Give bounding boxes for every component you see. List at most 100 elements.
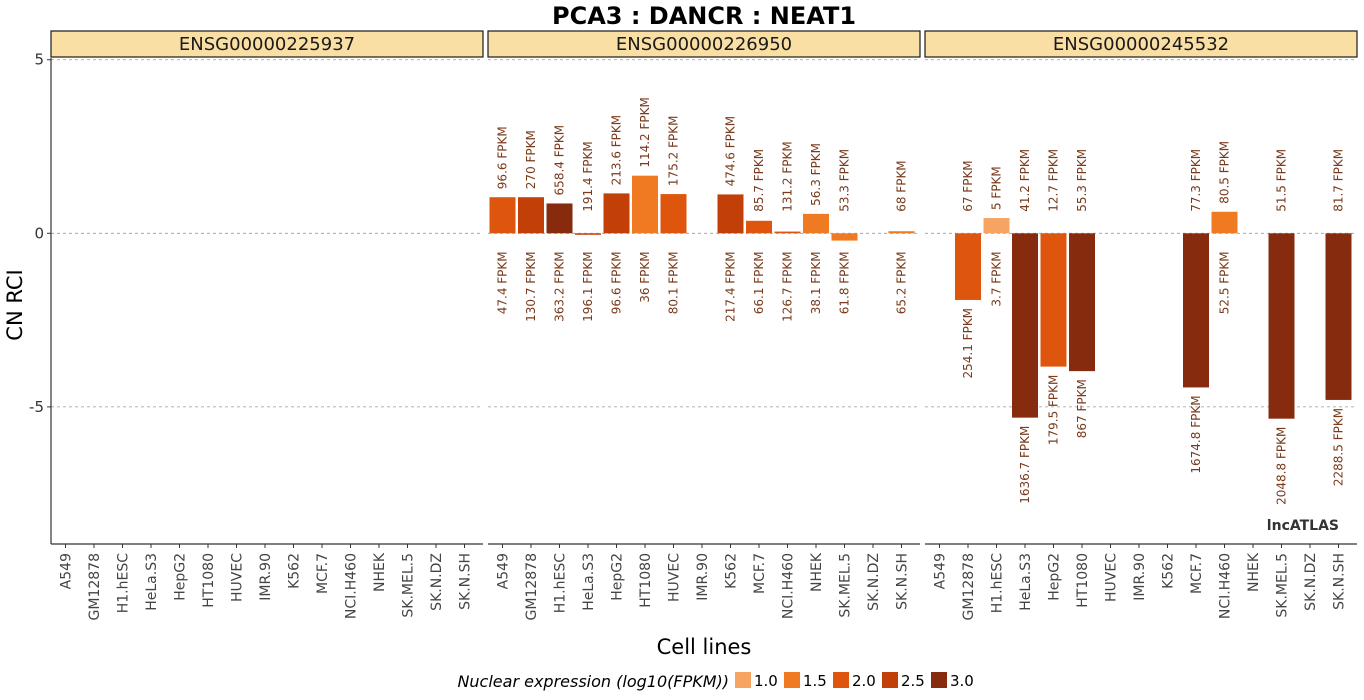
legend-swatch-2-5 bbox=[882, 672, 898, 688]
x-tick-label-ht1080: HT1080 bbox=[638, 553, 654, 608]
x-tick-label-gm12878: GM12878 bbox=[524, 553, 540, 620]
legend: Nuclear expression (log10(FPKM)) 1.0 1.5 2… bbox=[457, 672, 974, 691]
legend-title: Nuclear expression (log10(FPKM)) bbox=[457, 672, 729, 691]
x-tick-label-nci-h460: NCI.H460 bbox=[1218, 553, 1234, 619]
bar-label-bottom-nci-h460: 126.7 FPKM bbox=[781, 251, 795, 322]
bar-label-top-hela-s3: 41.2 FPKM bbox=[1018, 149, 1032, 212]
x-tick-label-sk-n-sh: SK.N.SH bbox=[1332, 553, 1348, 610]
x-tick-label-sk-mel-5: SK.MEL.5 bbox=[401, 553, 417, 618]
legend-label-1-5: 1.5 bbox=[803, 672, 827, 690]
x-tick-label-sk-n-dz: SK.N.DZ bbox=[429, 553, 445, 611]
x-tick-label-k562: K562 bbox=[724, 553, 740, 589]
bar-nci-h460 bbox=[1211, 211, 1238, 234]
x-tick-label-a549: A549 bbox=[496, 553, 512, 589]
bar-nhek bbox=[803, 213, 829, 234]
bar-label-bottom-hela-s3: 1636.7 FPKM bbox=[1018, 426, 1032, 504]
facet-panel-ensg00000226950: ENSG00000226950 96.6 FPKM 47.4 FPKM 270 FPK… bbox=[487, 30, 921, 620]
x-tick-label-nhek: NHEK bbox=[809, 552, 825, 592]
x-tick-label-hepg2: HepG2 bbox=[610, 553, 626, 601]
bar-label-bottom-nci-h460: 52.5 FPKM bbox=[1218, 251, 1232, 314]
bar-label-bottom-sk-n-sh: 65.2 FPKM bbox=[895, 251, 909, 314]
bar-label-bottom-sk-n-sh: 2288.5 FPKM bbox=[1332, 408, 1346, 486]
x-tick-label-sk-n-sh: SK.N.SH bbox=[458, 553, 474, 610]
facet-strip-label: ENSG00000225937 bbox=[179, 34, 355, 55]
bar-label-top-h1-hesc: 5 FPKM bbox=[990, 166, 1004, 210]
bar-label-top-hepg2: 213.6 FPKM bbox=[610, 115, 624, 186]
bar-mcf-7 bbox=[746, 220, 772, 234]
bar-h1-hesc bbox=[983, 218, 1010, 234]
bar-label-top-nhek: 56.3 FPKM bbox=[809, 143, 823, 206]
bar-label-bottom-mcf-7: 66.1 FPKM bbox=[752, 251, 766, 314]
x-tick-label-nci-h460: NCI.H460 bbox=[344, 553, 360, 619]
bar-nci-h460 bbox=[774, 231, 801, 234]
bar-mcf-7 bbox=[1183, 233, 1209, 388]
legend-swatch-1-0 bbox=[735, 672, 751, 688]
bar-label-top-gm12878: 67 FPKM bbox=[961, 160, 975, 211]
x-tick-label-sk-n-dz: SK.N.DZ bbox=[1303, 553, 1319, 611]
bar-label-bottom-ht1080: 36 FPKM bbox=[638, 251, 652, 302]
x-tick-label-gm12878: GM12878 bbox=[961, 553, 977, 620]
x-tick-label-sk-n-sh: SK.N.SH bbox=[895, 553, 911, 610]
bar-k562 bbox=[717, 194, 744, 234]
bar-label-bottom-hela-s3: 196.1 FPKM bbox=[581, 251, 595, 322]
x-axis-title: Cell lines bbox=[657, 635, 752, 659]
bar-label-top-hela-s3: 191.4 FPKM bbox=[581, 141, 595, 212]
x-tick-label-imr-90: IMR.90 bbox=[1132, 553, 1148, 601]
x-tick-label-a549: A549 bbox=[933, 553, 949, 589]
bar-label-top-ht1080: 55.3 FPKM bbox=[1075, 149, 1089, 212]
bar-label-top-huvec: 175.2 FPKM bbox=[667, 116, 681, 187]
bar-hela-s3 bbox=[575, 233, 601, 235]
bar-gm12878 bbox=[518, 197, 544, 234]
bar-label-top-mcf-7: 85.7 FPKM bbox=[752, 149, 766, 212]
bar-label-top-a549: 96.6 FPKM bbox=[496, 126, 510, 189]
x-tick-label-nci-h460: NCI.H460 bbox=[781, 553, 797, 619]
x-tick-label-huvec: HUVEC bbox=[1104, 553, 1120, 602]
facet-panel-ensg00000245532: ENSG00000245532 67 FPKM 254.1 FPKM 5 FPKM 3.… bbox=[924, 30, 1358, 620]
bar-label-top-sk-n-sh: 68 FPKM bbox=[895, 160, 909, 211]
y-axis: 5 0 -5 bbox=[29, 51, 52, 544]
bar-sk-mel-5 bbox=[1268, 233, 1295, 419]
bar-gm12878 bbox=[955, 233, 981, 300]
x-tick-label-hepg2: HepG2 bbox=[173, 553, 189, 601]
bar-label-bottom-mcf-7: 1674.8 FPKM bbox=[1189, 395, 1203, 473]
bar-hela-s3 bbox=[1012, 233, 1038, 418]
bar-ht1080 bbox=[1069, 233, 1095, 372]
x-tick-label-mcf-7: MCF.7 bbox=[315, 553, 331, 594]
bar-label-top-ht1080: 114.2 FPKM bbox=[638, 97, 652, 168]
x-tick-label-h1-hesc: H1.hESC bbox=[116, 553, 132, 613]
x-tick-label-sk-mel-5: SK.MEL.5 bbox=[838, 553, 854, 618]
x-tick-label-imr-90: IMR.90 bbox=[258, 553, 274, 601]
bar-label-bottom-sk-mel-5: 61.8 FPKM bbox=[838, 251, 852, 314]
x-tick-label-gm12878: GM12878 bbox=[87, 553, 103, 620]
bar-label-top-nci-h460: 131.2 FPKM bbox=[781, 141, 795, 212]
bar-hepg2 bbox=[1040, 233, 1067, 367]
bar-label-bottom-k562: 217.4 FPKM bbox=[724, 251, 738, 322]
bar-label-bottom-gm12878: 254.1 FPKM bbox=[961, 308, 975, 379]
bar-label-top-sk-mel-5: 51.5 FPKM bbox=[1275, 149, 1289, 212]
legend-swatch-2-0 bbox=[833, 672, 849, 688]
bar-label-top-k562: 474.6 FPKM bbox=[724, 116, 738, 187]
x-tick-label-k562: K562 bbox=[287, 553, 303, 589]
y-tick-label-0: 0 bbox=[34, 224, 44, 242]
bar-label-top-nci-h460: 80.5 FPKM bbox=[1218, 141, 1232, 204]
x-tick-label-mcf-7: MCF.7 bbox=[1189, 553, 1205, 594]
bar-sk-n-sh bbox=[888, 231, 915, 234]
legend-label-2-0: 2.0 bbox=[852, 672, 876, 690]
facet-strip-label: ENSG00000245532 bbox=[1053, 34, 1229, 55]
bar-label-bottom-hepg2: 179.5 FPKM bbox=[1047, 375, 1061, 446]
y-tick-label-5: -5 bbox=[29, 398, 44, 416]
bar-ht1080 bbox=[632, 175, 658, 234]
y-tick-label-5: 5 bbox=[34, 51, 44, 69]
bar-label-top-sk-mel-5: 53.3 FPKM bbox=[838, 149, 852, 212]
x-tick-label-nhek: NHEK bbox=[372, 552, 388, 592]
bar-label-bottom-h1-hesc: 363.2 FPKM bbox=[553, 251, 567, 322]
bar-label-top-hepg2: 12.7 FPKM bbox=[1047, 149, 1061, 212]
lncatlas-watermark: lncATLAS bbox=[1267, 518, 1339, 534]
bar-label-top-mcf-7: 77.3 FPKM bbox=[1189, 149, 1203, 212]
facet-panel-ensg00000225937: ENSG00000225937 A549 GM12878 H1.hESC HeLa.S3… bbox=[50, 30, 484, 620]
x-tick-label-huvec: HUVEC bbox=[230, 553, 246, 602]
bar-label-top-sk-n-sh: 81.7 FPKM bbox=[1332, 149, 1346, 212]
x-tick-label-a549: A549 bbox=[59, 553, 75, 589]
legend-label-1-0: 1.0 bbox=[754, 672, 778, 690]
x-tick-label-huvec: HUVEC bbox=[667, 553, 683, 602]
